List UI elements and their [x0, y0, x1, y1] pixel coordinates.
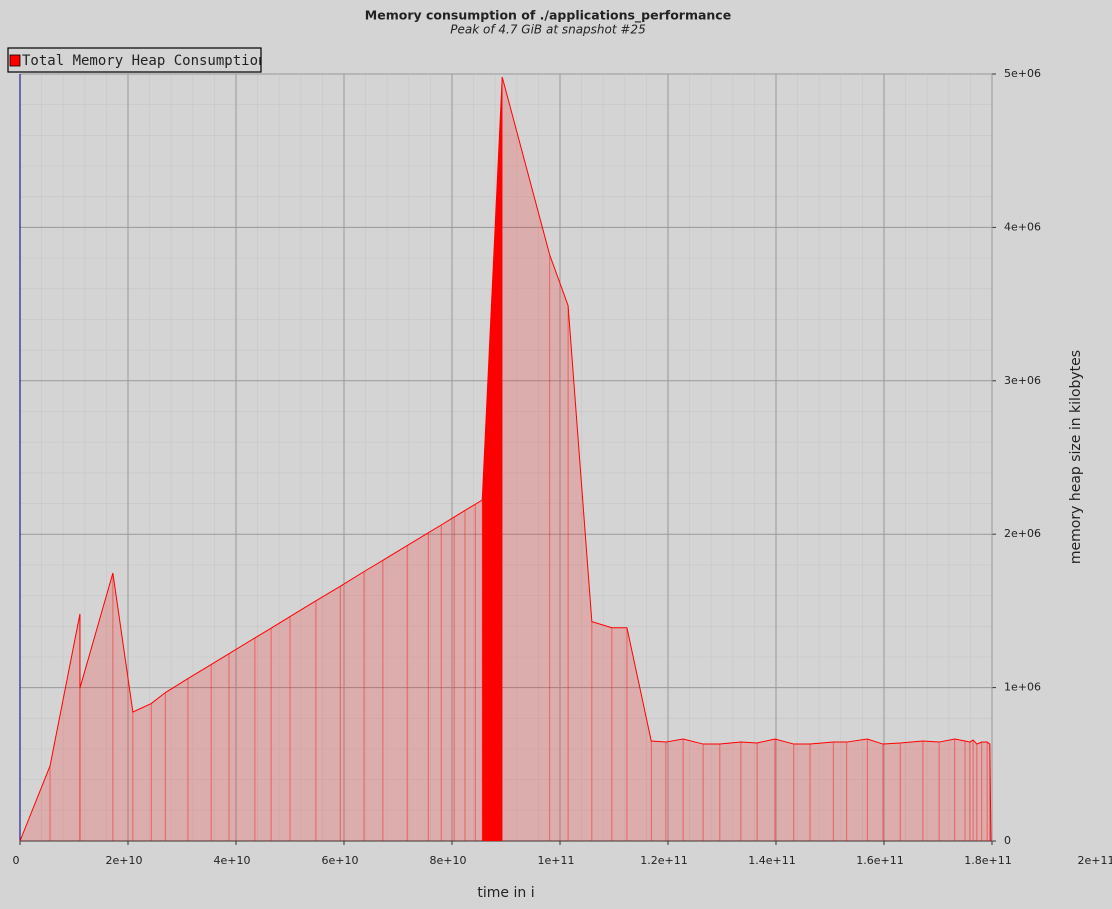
legend-box	[7, 47, 262, 73]
y-tick-label: 1e+06	[1004, 681, 1041, 694]
y-axis-label: memory heap size in kilobytes	[1068, 350, 1084, 564]
legend-label: Total Memory Heap Consumption	[22, 53, 266, 69]
x-tick-label: 1.8e+11	[964, 854, 1011, 867]
y-tick-label: 0	[1004, 834, 1011, 847]
legend: Total Memory Heap Consumption	[9, 53, 266, 69]
chart-subtitle: Peak of 4.7 GiB at snapshot #25	[450, 23, 645, 37]
x-tick-label: 6e+10	[322, 854, 359, 867]
legend-swatch	[9, 54, 21, 67]
x-tick-label: 0	[13, 854, 20, 867]
x-tick-label: 1.4e+11	[748, 854, 795, 867]
x-tick-label: 4e+10	[214, 854, 251, 867]
chart-title: Memory consumption of ./applications_per…	[365, 8, 731, 24]
peak-segment	[482, 77, 503, 842]
area-line	[19, 76, 992, 842]
y-tick-label: 2e+06	[1004, 527, 1041, 540]
x-tick-label: 1.2e+11	[640, 854, 687, 867]
x-tick-label: 2e+10	[106, 854, 143, 867]
x-tick-label: 2e+11	[1078, 854, 1112, 867]
x-tick-label: 1.6e+11	[856, 854, 903, 867]
x-tick-label: 8e+10	[430, 854, 467, 867]
y-tick-label: 3e+06	[1004, 374, 1041, 387]
y-tick-label: 5e+06	[1004, 67, 1041, 80]
y-tick-label: 4e+06	[1004, 220, 1041, 233]
area-fill	[20, 77, 991, 842]
x-tick-label: 1e+11	[538, 854, 575, 867]
x-axis-label: time in i	[477, 885, 534, 901]
plot-area: 0 1e+06 2e+06 3e+06 4e+06 5e+06 0 2e+10 4e+10 6e+…	[13, 67, 1112, 867]
